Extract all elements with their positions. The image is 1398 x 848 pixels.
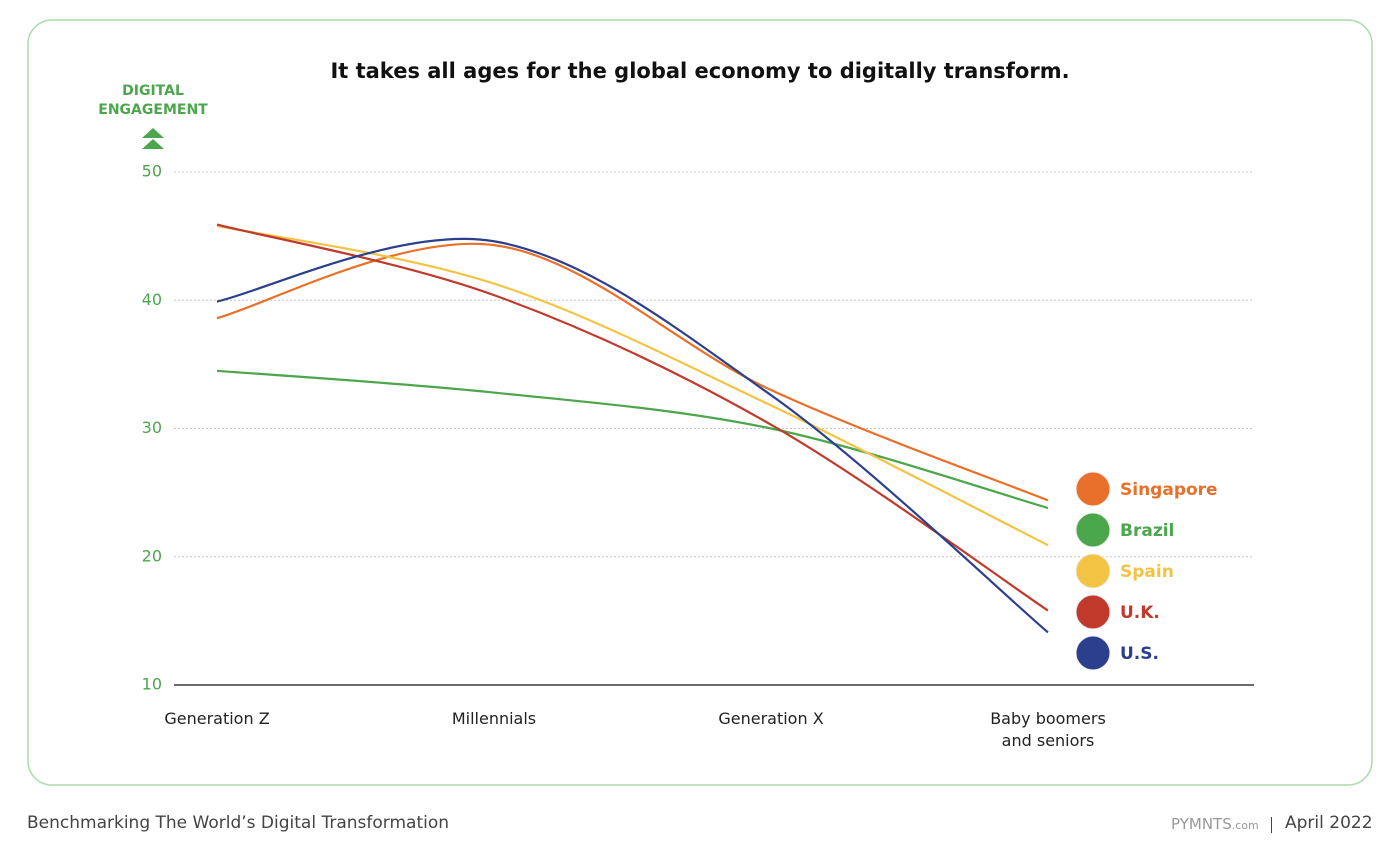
legend-swatch (1075, 553, 1111, 589)
series-line (216, 242, 1049, 502)
series-line (216, 223, 1049, 612)
x-tick-label: Generation Z (164, 709, 270, 728)
arrow-icon (142, 128, 164, 138)
footer-brand: PYMNTS.com (1171, 815, 1259, 833)
legend-label: U.S. (1120, 644, 1159, 664)
footer-date: April 2022 (1271, 813, 1373, 833)
x-tick-label: Baby boomers and seniors (990, 709, 1106, 750)
series-line (216, 369, 1049, 510)
legend-label: U.K. (1120, 603, 1160, 623)
arrow-icon (142, 139, 164, 149)
legend-swatch (1075, 512, 1111, 548)
x-tick-label: Generation X (718, 709, 824, 728)
x-tick-label: Millennials (451, 709, 537, 728)
chart-title: It takes all ages for the global economy… (330, 59, 1069, 83)
y-tick-label: 30 (142, 418, 162, 437)
legend-label: Singapore (1120, 480, 1218, 500)
y-tick-label: 50 (142, 162, 162, 181)
y-tick-label: 40 (142, 290, 162, 309)
brand: PYMNTS (1171, 815, 1232, 833)
y-tick-label: 20 (142, 546, 162, 565)
legend-swatch (1075, 471, 1111, 507)
frame (27, 19, 1373, 786)
series-line (216, 237, 1049, 634)
legend-label: Spain (1120, 562, 1174, 582)
legend-label: Brazil (1120, 521, 1174, 541)
series-line (216, 224, 1049, 547)
brand-suffix: .com (1231, 819, 1259, 832)
legend-swatch (1075, 594, 1111, 630)
y-axis-label: DIGITAL ENGAGEMENT (98, 83, 208, 118)
legend-swatch (1075, 635, 1111, 671)
y-tick-label: 10 (142, 675, 162, 694)
footer-source: Benchmarking The World’s Digital Transfo… (27, 813, 450, 833)
